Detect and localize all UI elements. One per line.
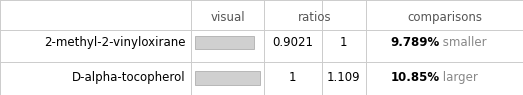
FancyBboxPatch shape	[195, 36, 254, 49]
Text: 0.9021: 0.9021	[272, 36, 313, 49]
Text: larger: larger	[439, 71, 478, 84]
Text: smaller: smaller	[439, 36, 487, 49]
Text: 1: 1	[340, 36, 348, 49]
Text: visual: visual	[210, 11, 245, 24]
Text: 10.85%: 10.85%	[390, 71, 439, 84]
FancyBboxPatch shape	[195, 71, 260, 85]
Text: 9.789%: 9.789%	[390, 36, 439, 49]
Text: D-alpha-tocopherol: D-alpha-tocopherol	[72, 71, 186, 84]
Text: 2-methyl-2-vinyloxirane: 2-methyl-2-vinyloxirane	[44, 36, 186, 49]
Text: ratios: ratios	[298, 11, 332, 24]
Text: comparisons: comparisons	[407, 11, 482, 24]
Text: 1.109: 1.109	[327, 71, 361, 84]
Text: 1: 1	[289, 71, 297, 84]
